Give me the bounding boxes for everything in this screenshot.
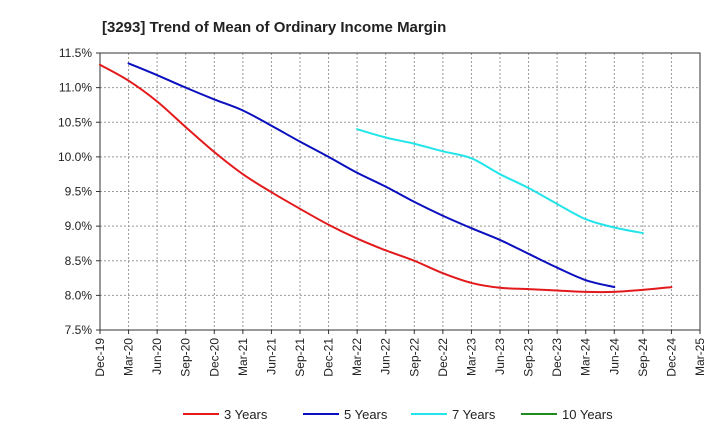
y-tick-label: 11.5% (59, 46, 92, 60)
x-tick-label: Jun-21 (264, 338, 278, 375)
x-tick-label: Mar-24 (579, 338, 593, 376)
x-tick-label: Mar-25 (693, 338, 707, 376)
series-line-1 (99, 63, 673, 294)
x-tick-label: Dec-19 (93, 338, 107, 377)
legend-label-4: 10 Years (562, 407, 613, 422)
x-tick-label: Jun-20 (150, 338, 164, 375)
legend-label-2: 5 Years (344, 407, 388, 422)
legend: 3 Years 5 Years 7 Years 10 Years (183, 407, 613, 422)
x-tick-label: Dec-22 (436, 338, 450, 377)
series-lines (99, 62, 673, 294)
x-tick-label: Sep-21 (293, 338, 307, 377)
y-tick-label: 11.0% (59, 81, 92, 95)
x-tick-label: Mar-23 (464, 338, 478, 376)
y-tick-label: 9.0% (65, 219, 93, 233)
series-line-2 (127, 62, 616, 289)
y-tick-label: 8.0% (65, 288, 93, 302)
x-tick-label: Sep-20 (179, 338, 193, 377)
legend-label-1: 3 Years (224, 407, 268, 422)
x-tick-label: Dec-23 (550, 338, 564, 377)
x-tick-label: Jun-24 (607, 338, 621, 375)
y-tick-label: 10.5% (58, 115, 92, 129)
chart-title: [3293] Trend of Mean of Ordinary Income … (102, 19, 446, 36)
grid-lines (99, 52, 701, 331)
y-tick-label: 8.5% (65, 254, 93, 268)
x-tick-label: Mar-20 (122, 338, 136, 376)
y-axis-ticks: 11.5% 11.0% 10.5% 10.0% 9.5% 9.0% 8.5% 8.0% 7.5% (58, 46, 100, 337)
x-tick-label: Mar-22 (350, 338, 364, 376)
y-tick-label: 10.0% (58, 150, 92, 164)
x-tick-label: Sep-23 (522, 338, 536, 377)
y-tick-label: 9.5% (65, 185, 93, 199)
x-tick-label: Sep-24 (636, 338, 650, 377)
x-tick-label: Dec-24 (664, 338, 678, 377)
y-tick-label: 7.5% (65, 323, 93, 337)
x-tick-label: Sep-22 (407, 338, 421, 377)
legend-label-3: 7 Years (452, 407, 496, 422)
x-tick-label: Dec-20 (207, 338, 221, 377)
x-axis-ticks: Dec-19 Mar-20 Jun-20 Sep-20 Dec-20 Mar-21 Jun-… (93, 330, 707, 377)
x-tick-label: Jun-23 (493, 338, 507, 375)
x-tick-label: Dec-21 (322, 338, 336, 377)
series-line-3 (356, 128, 644, 235)
x-tick-label: Jun-22 (379, 338, 393, 375)
x-tick-label: Mar-21 (236, 338, 250, 376)
